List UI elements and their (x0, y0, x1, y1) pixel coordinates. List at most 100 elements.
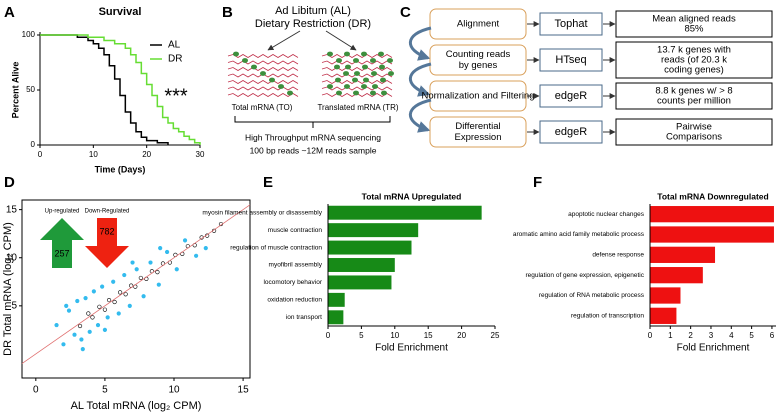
ribosome (370, 58, 376, 63)
y-tick-label: 5 (11, 300, 17, 311)
gene-point (95, 322, 101, 328)
flow-arrow (408, 98, 432, 133)
category-label: regulation of RNA metabolic process (539, 292, 645, 299)
step-text: Differential (455, 121, 500, 132)
panel-label: C (400, 4, 411, 21)
tool-text: Tophat (554, 18, 587, 30)
result-text: counts per million (657, 96, 731, 107)
result-text: coding genes) (664, 65, 724, 76)
ribosome (287, 90, 293, 96)
ribosome (327, 84, 333, 89)
step-text: by genes (459, 60, 498, 71)
result-text: Pairwise (676, 122, 712, 133)
gene-point (123, 292, 128, 297)
ribosome (327, 51, 333, 57)
x-tick-label: 20 (457, 331, 466, 340)
mrna-strand (227, 60, 299, 65)
tool-box (539, 84, 603, 108)
bar (650, 206, 774, 223)
x-tick-label: 30 (196, 150, 205, 159)
tool-box (539, 12, 603, 36)
ribosome (361, 51, 367, 57)
bar (328, 292, 345, 307)
gene-point (138, 275, 143, 281)
category-label: defense response (592, 252, 644, 259)
footer-line: High Throughput mRNA sequencing (245, 132, 381, 142)
gene-point (174, 267, 179, 272)
category-label: locomotory behavior (263, 279, 322, 286)
ribosome (344, 84, 350, 89)
step-text: Alignment (457, 19, 500, 30)
y-axis-label: DR Total mRNA (log₂ CPM) (2, 222, 14, 356)
gene-point (148, 260, 153, 265)
step-text: Expression (455, 132, 502, 143)
ribosome (343, 71, 349, 76)
gene-point (83, 296, 88, 301)
x-tick-label: 5 (359, 331, 364, 340)
up-count: 257 (54, 248, 69, 258)
ribosome (361, 84, 367, 89)
gene-point (194, 253, 199, 258)
gene-point (164, 249, 170, 255)
survival-line (40, 34, 169, 145)
x-axis-label: AL Total mRNA (log₂ CPM) (71, 400, 202, 412)
ribosome (233, 51, 239, 57)
gene-point (182, 238, 188, 243)
x-tick-label: 2 (688, 331, 693, 340)
gene-point (61, 342, 66, 347)
x-tick-label: 0 (326, 331, 331, 340)
ribosome (336, 90, 342, 96)
result-box (615, 118, 773, 146)
flow-arrow (408, 62, 432, 97)
mrna-strand (321, 67, 393, 71)
bar (328, 258, 395, 272)
panel-label: A (4, 4, 15, 21)
category-label: apoptotic nuclear changes (568, 211, 645, 218)
survival-line (40, 34, 201, 145)
arrow (325, 30, 357, 51)
ribosome (344, 51, 350, 57)
gene-point (66, 308, 72, 313)
x-axis-label: Time (Days) (95, 164, 146, 174)
ribosome (353, 90, 359, 96)
tool-text: HTseq (555, 54, 586, 66)
mrna-strand (227, 93, 299, 97)
category-label: regulation of transcription (571, 313, 644, 320)
x-tick-label: 0 (33, 385, 39, 396)
sample-label: Total mRNA (TO) (232, 103, 293, 112)
x-axis-label: Fold Enrichment (677, 343, 750, 354)
gene-point (97, 304, 102, 309)
gene-point (122, 272, 127, 278)
chart-title: Total mRNA Upregulated (362, 191, 462, 201)
chart-title: Survival (99, 6, 142, 18)
mrna-strand (227, 86, 299, 91)
gene-point (112, 299, 117, 305)
gene-point (79, 337, 84, 342)
legend-label: DR (168, 54, 182, 65)
ribosome (387, 58, 393, 63)
bar (328, 223, 419, 238)
result-box (615, 82, 773, 110)
down-label: Down-Regulated (85, 209, 130, 215)
gene-point (106, 297, 112, 303)
gene-point (100, 284, 105, 289)
title-line: Ad Libitum (AL) (275, 5, 351, 17)
bar (328, 240, 412, 255)
x-tick-label: 1 (668, 331, 673, 340)
ribosome (352, 77, 358, 83)
gene-point (75, 298, 80, 304)
tool-text: edgeR (555, 90, 587, 102)
up-arrow (40, 218, 84, 268)
x-tick-label: 3 (709, 331, 714, 340)
gene-point (54, 322, 59, 328)
panel-label: B (222, 4, 233, 21)
mrna-strand (227, 67, 299, 71)
legend-label: AL (168, 40, 181, 51)
ribosome (353, 58, 359, 63)
ribosome (336, 58, 342, 63)
bar (650, 226, 774, 243)
x-tick-label: 25 (491, 331, 500, 340)
gene-point (72, 332, 77, 337)
gene-point (64, 303, 69, 308)
x-tick-label: 4 (729, 331, 734, 340)
